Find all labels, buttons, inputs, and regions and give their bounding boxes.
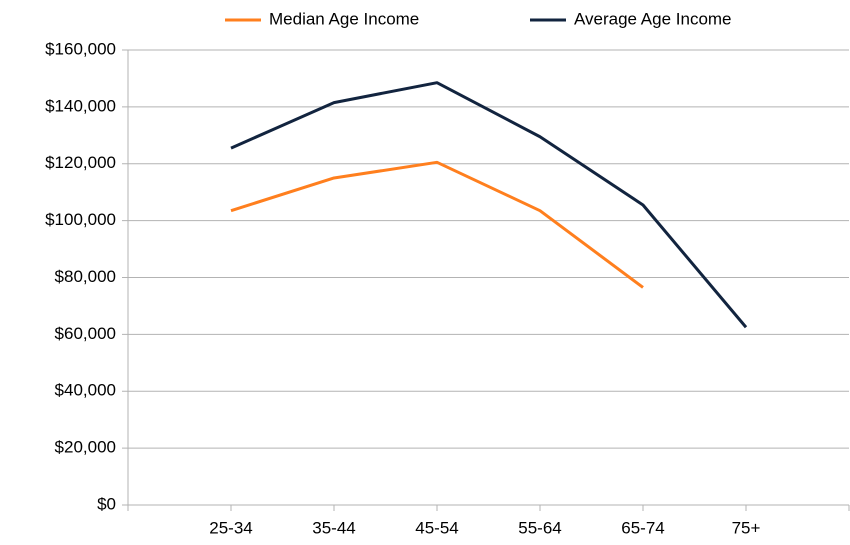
y-tick-label: $160,000 — [45, 39, 116, 58]
series-line — [230, 160, 644, 289]
y-tick-label: $120,000 — [45, 153, 116, 172]
x-tick-label: 25-34 — [209, 518, 252, 537]
y-tick-label: $20,000 — [55, 438, 116, 457]
y-tick-label: $40,000 — [55, 381, 116, 400]
legend-label: Average Age Income — [574, 9, 732, 28]
x-tick-label: 65-74 — [621, 518, 664, 537]
x-tick-label: 45-54 — [415, 518, 458, 537]
series-line — [230, 81, 748, 329]
x-tick-label: 35-44 — [312, 518, 355, 537]
y-tick-label: $100,000 — [45, 210, 116, 229]
x-tick-label: 75+ — [732, 518, 761, 537]
y-tick-label: $60,000 — [55, 324, 116, 343]
y-tick-label: $140,000 — [45, 96, 116, 115]
y-tick-label: $80,000 — [55, 267, 116, 286]
y-tick-label: $0 — [97, 494, 116, 513]
x-tick-label: 55-64 — [518, 518, 561, 537]
legend-label: Median Age Income — [269, 9, 419, 28]
